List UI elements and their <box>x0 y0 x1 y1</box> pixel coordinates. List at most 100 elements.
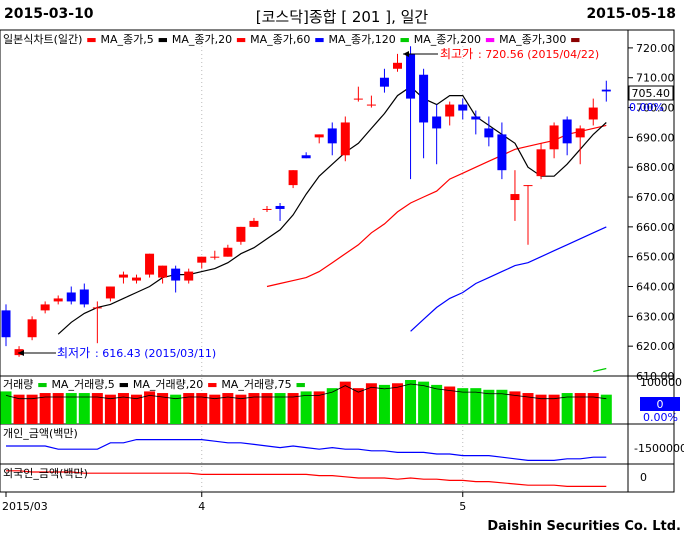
candle-body <box>184 271 194 281</box>
candle-body <box>471 116 481 120</box>
candle-body <box>314 134 324 138</box>
low-label: 최저가 <box>57 346 90 360</box>
x-tick-label: 4 <box>198 500 205 513</box>
legend-entry: 거래량 <box>3 378 33 391</box>
volume-bar <box>326 388 338 424</box>
candle-body <box>366 104 376 106</box>
volume-bar <box>483 389 495 424</box>
candle-body <box>210 256 220 258</box>
volume-bar <box>52 393 64 424</box>
candle-body <box>301 155 311 159</box>
y-tick-label: 670.00 <box>636 191 675 204</box>
candle-body <box>79 289 89 305</box>
volume-bar <box>405 380 417 424</box>
candle-body <box>575 128 585 138</box>
volume-bar <box>535 394 547 424</box>
volume-bar <box>470 388 482 424</box>
candle-body <box>340 122 350 156</box>
current-volume: 0 <box>657 398 664 411</box>
candle-body <box>27 319 37 338</box>
candle-body <box>197 256 207 263</box>
volume-bar <box>300 391 312 424</box>
volume-bar <box>196 393 208 424</box>
volume-bar <box>418 381 430 424</box>
legend-marker: ▬ <box>566 33 580 46</box>
volume-bar <box>209 394 221 424</box>
y-tick-labels: 610.00 620.00 630.00 640.00 650.00 660.00 670.… <box>636 42 675 383</box>
candles <box>1 46 611 357</box>
individual-panel-frame <box>0 423 675 465</box>
volume-bar <box>26 394 38 424</box>
volume-bar <box>600 394 612 424</box>
volume-bar <box>222 393 234 424</box>
volume-bar <box>248 393 260 424</box>
volume-bar <box>65 393 77 424</box>
candle-body <box>523 185 533 187</box>
candle-body <box>105 286 115 299</box>
candle-body <box>327 128 337 144</box>
y-tick-label: 620.00 <box>636 340 675 353</box>
candle-body <box>288 170 298 186</box>
legend-entry: MA_거래량,75 <box>221 378 291 391</box>
candle-body <box>53 298 63 302</box>
legend-marker: ▬ <box>396 33 414 46</box>
legend-marker: ▬ <box>203 378 221 391</box>
legend-entry: MA_종가,20 <box>172 33 232 46</box>
volume-bar <box>339 381 351 424</box>
volume-bar <box>274 393 286 424</box>
legend-marker: ▬ <box>82 33 100 46</box>
legend-entry: MA_종가,300 <box>499 33 566 46</box>
volume-legend: 거래량 ▬ MA_거래량,5 ▬ MA_거래량,20 ▬ MA_거래량,75 ▬ <box>3 378 306 391</box>
candle-body <box>549 125 559 150</box>
candle-body <box>14 349 24 356</box>
volume-bar <box>378 384 390 424</box>
low-annotation: 최저가 : 616.43 (2015/03/11) <box>18 346 216 360</box>
candle-body <box>118 274 128 278</box>
candle-body <box>536 149 546 177</box>
legend-entry: MA_종가,5 <box>101 33 154 46</box>
volume-bar <box>352 388 364 424</box>
price-legend: 일본식차트(일간) ▬ MA_종가,5 ▬ MA_종가,20 ▬ MA_종가,6… <box>3 32 581 46</box>
volume-bar <box>91 393 103 424</box>
y-tick-label: 630.00 <box>636 310 675 323</box>
candle-body <box>236 226 246 242</box>
price-panel-frame <box>0 29 675 377</box>
candle-body <box>171 268 181 281</box>
volume-bar <box>39 393 51 424</box>
legend-entry: MA_종가,200 <box>414 33 481 46</box>
foreign-tick: 0 <box>640 471 647 484</box>
candle-body <box>40 304 50 311</box>
legend-marker: ▬ <box>310 33 328 46</box>
current-volume-change: 0.00% <box>643 411 678 424</box>
y-tick-label: 610.00 <box>636 370 675 383</box>
individual-tick: -1500000 <box>634 442 684 455</box>
candle-body <box>275 205 285 209</box>
volume-bar <box>78 393 90 424</box>
high-annotation: 최고가 : 720.56 (2015/04/22) <box>403 47 599 61</box>
legend-marker: ▬ <box>115 378 133 391</box>
current-price-box: 705.40 0.00% <box>628 85 674 114</box>
x-tick-label: 5 <box>459 500 466 513</box>
ma60-line <box>410 226 607 332</box>
y-tick-label: 720.00 <box>636 42 675 55</box>
volume-bar <box>117 393 129 424</box>
volume-bar <box>170 394 182 424</box>
volume-bars <box>0 380 612 424</box>
volume-ma-line <box>5 383 607 400</box>
candle-body <box>406 53 416 99</box>
candle-body <box>145 253 155 275</box>
low-value: : 616.43 (2015/03/11) <box>95 347 216 360</box>
volume-bar <box>509 391 521 424</box>
volume-bar <box>574 393 586 424</box>
candle-body <box>379 77 389 87</box>
candle-body <box>249 220 259 227</box>
volume-bar <box>496 389 508 424</box>
legend-marker: ▬ <box>481 33 499 46</box>
candle-body <box>419 74 429 123</box>
period-label: 2015/03 <box>2 500 48 513</box>
candle-body <box>510 194 520 201</box>
volume-bar <box>144 391 156 424</box>
